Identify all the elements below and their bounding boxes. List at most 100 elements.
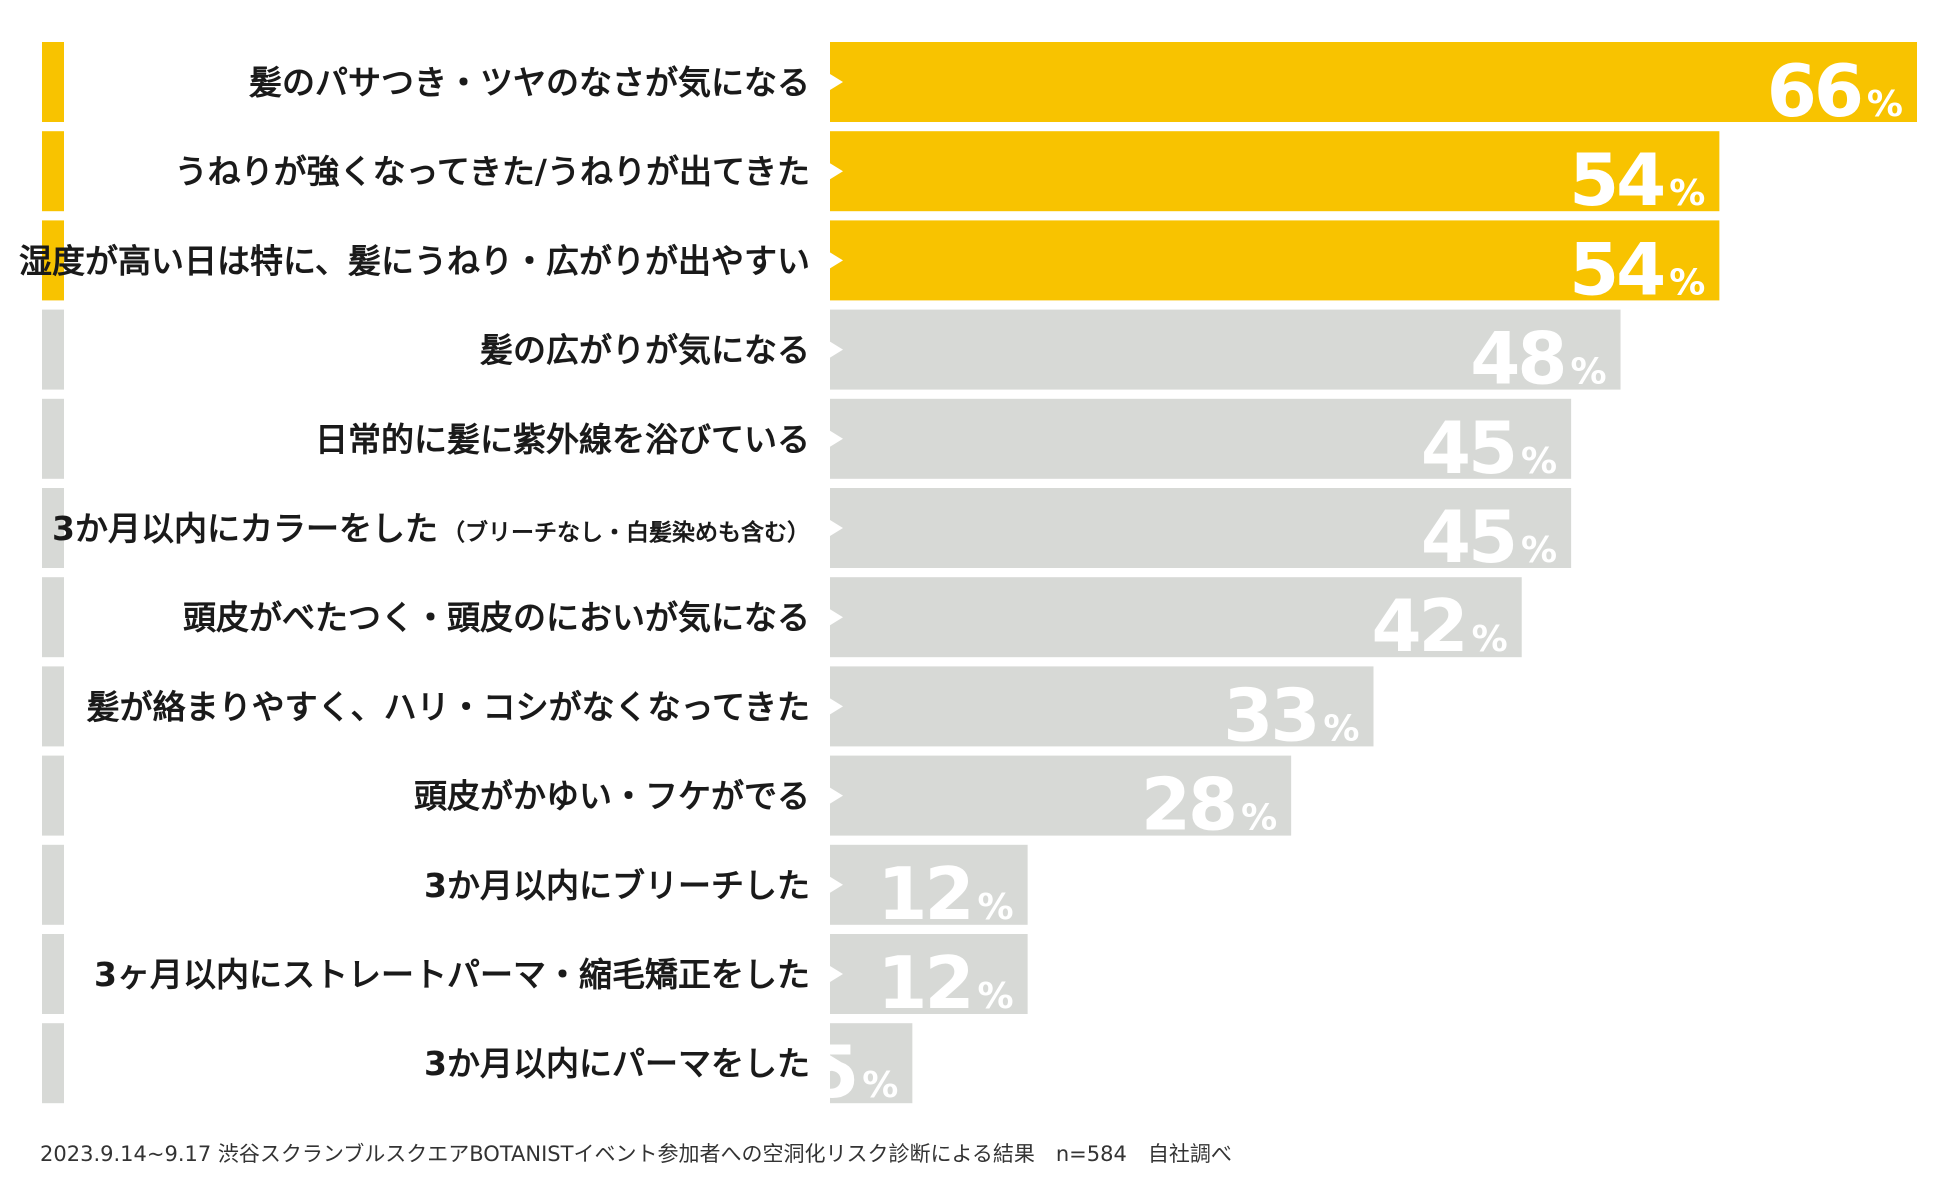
source-footnote: 2023.9.14~9.17 渋谷スクランブルスクエアBOTANISTイベント参… xyxy=(40,1142,1232,1166)
row-marker xyxy=(42,755,64,836)
bar-notch xyxy=(830,698,843,715)
row-marker xyxy=(42,131,64,212)
bar-notch xyxy=(830,520,843,536)
bar-notch xyxy=(830,787,843,804)
value-number: 45 xyxy=(1421,495,1515,579)
row-marker xyxy=(42,398,64,479)
row-marker xyxy=(42,42,64,122)
value-label: 5% xyxy=(809,1030,898,1114)
category-label-main: 髪の広がりが気になる xyxy=(480,331,810,370)
value-number: 66 xyxy=(1767,49,1861,133)
value-label: 42% xyxy=(1371,584,1507,668)
bar xyxy=(830,309,1621,390)
value-label: 12% xyxy=(877,852,1013,936)
bar-row: 頭皮がべたつく・頭皮のにおいが気になる 42% xyxy=(42,577,1522,668)
value-label: 45% xyxy=(1421,495,1557,579)
value-percent: % xyxy=(978,887,1014,928)
value-label: 33% xyxy=(1223,673,1359,757)
bar-chart: 髪のパサつき・ツヤのなさが気になる 66 %うねりが強くなってきた/うねりが出てきた… xyxy=(18,42,1917,1114)
value-label: 28% xyxy=(1141,763,1277,847)
row-marker xyxy=(42,934,64,1014)
value-label: 54% xyxy=(1569,138,1705,222)
bar-notch xyxy=(830,74,843,90)
bar-notch xyxy=(830,341,843,358)
bar xyxy=(830,131,1720,212)
value-percent: % xyxy=(1521,530,1557,571)
row-marker xyxy=(42,1023,64,1104)
row-marker xyxy=(42,220,64,301)
value-percent: % xyxy=(978,976,1014,1017)
value-number: 48 xyxy=(1470,317,1564,401)
value-number: 45 xyxy=(1421,406,1515,490)
row-marker xyxy=(42,577,64,658)
category-label: 湿度が高い日は特に、髪にうねり・広がりが出やすい xyxy=(19,241,810,280)
value-number: 12 xyxy=(877,941,971,1025)
bar-notch xyxy=(830,966,843,982)
value-number: 54 xyxy=(1569,138,1663,222)
row-marker xyxy=(42,666,64,747)
bar-row: 髪のパサつき・ツヤのなさが気になる 66% xyxy=(42,42,1917,133)
value-number: 54 xyxy=(1569,227,1663,311)
category-label-note: （ブリーチなし・白髪染めも含む） xyxy=(442,519,810,546)
bar-row: 髪が絡まりやすく、ハリ・コシがなくなってきた 33% xyxy=(42,666,1374,757)
category-label: 3か月以内にパーマをした xyxy=(424,1044,810,1083)
bar-notch xyxy=(830,430,843,447)
category-label: 3か月以内にブリーチした xyxy=(424,866,810,905)
category-label-main: 日常的に髪に紫外線を浴びている xyxy=(315,420,810,459)
value-percent: % xyxy=(1472,619,1508,660)
category-label-main: 3か月以内にパーマをした xyxy=(424,1044,810,1083)
value-number: 5 xyxy=(809,1030,856,1114)
row-marker xyxy=(42,488,64,568)
category-label: 髪が絡まりやすく、ハリ・コシがなくなってきた xyxy=(87,687,810,726)
bar-row: 日常的に髪に紫外線を浴びている 45% xyxy=(42,398,1572,490)
bar-row: 3か月以内にカラーをした （ブリーチなし・白髪染めも含む） 45% xyxy=(42,488,1572,579)
value-number: 42 xyxy=(1371,584,1465,668)
category-label: 日常的に髪に紫外線を浴びている xyxy=(315,420,810,459)
bar-notch xyxy=(830,876,843,893)
bar xyxy=(830,755,1292,836)
bar-notch xyxy=(830,163,843,180)
category-label-main: 3ヶ月以内にストレートパーマ・縮毛矯正をした xyxy=(94,955,810,994)
value-number: 12 xyxy=(877,852,971,936)
category-label-main: うねりが強くなってきた/うねりが出てきた xyxy=(175,152,810,191)
value-percent: % xyxy=(1669,262,1705,303)
bar-row: 3か月以内にブリーチした 12% xyxy=(42,844,1028,936)
category-label: うねりが強くなってきた/うねりが出てきた xyxy=(175,152,810,191)
bar-notch xyxy=(830,252,843,269)
bar xyxy=(830,934,1028,1014)
bar xyxy=(830,666,1374,747)
value-label: 45% xyxy=(1421,406,1557,490)
bar xyxy=(830,577,1522,658)
category-label: 3か月以内にカラーをした （ブリーチなし・白髪染めも含む） xyxy=(52,509,810,548)
category-label-main: 髪が絡まりやすく、ハリ・コシがなくなってきた xyxy=(87,687,810,726)
category-label-main: 3か月以内にブリーチした xyxy=(424,866,810,905)
value-percent: % xyxy=(1241,798,1277,839)
value-label: 48% xyxy=(1470,317,1606,401)
value-percent: % xyxy=(1669,173,1705,214)
row-marker xyxy=(42,844,64,925)
category-label: 髪の広がりが気になる xyxy=(480,331,810,370)
bar-row: 頭皮がかゆい・フケがでる 28% xyxy=(42,755,1292,847)
value-label: 54% xyxy=(1569,227,1705,311)
bar xyxy=(830,220,1720,301)
value-percent: % xyxy=(862,1065,898,1106)
value-percent: % xyxy=(1570,352,1606,393)
bar-row: 髪の広がりが気になる 48% xyxy=(42,309,1621,401)
bar xyxy=(830,488,1572,568)
bar-row: 3ヶ月以内にストレートパーマ・縮毛矯正をした 12% xyxy=(42,934,1028,1025)
bar xyxy=(830,398,1572,479)
bar-row: 湿度が高い日は特に、髪にうねり・広がりが出やすい 54% xyxy=(19,220,1720,311)
category-label-main: 3か月以内にカラーをした xyxy=(52,509,438,548)
bar-notch xyxy=(830,1055,843,1072)
category-label: 頭皮がべたつく・頭皮のにおいが気になる xyxy=(183,598,810,637)
category-label: 髪のパサつき・ツヤのなさが気になる xyxy=(249,63,810,102)
value-percent: % xyxy=(1867,84,1903,125)
value-percent: % xyxy=(1323,708,1359,749)
bar xyxy=(830,1023,913,1104)
category-label-main: 頭皮がかゆい・フケがでる xyxy=(414,777,810,816)
category-label: 頭皮がかゆい・フケがでる xyxy=(414,777,810,816)
bar-notch xyxy=(830,609,843,626)
category-label-main: 髪のパサつき・ツヤのなさが気になる xyxy=(249,63,810,102)
bar-row: うねりが強くなってきた/うねりが出てきた 54% xyxy=(42,131,1720,222)
bar xyxy=(830,42,1917,122)
